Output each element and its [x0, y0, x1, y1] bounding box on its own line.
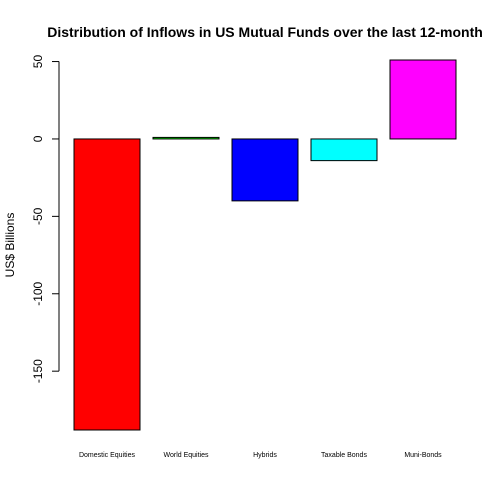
- bar-domestic-equities: [73, 138, 141, 431]
- category-label: Taxable Bonds: [321, 452, 367, 459]
- category-label: World Equities: [163, 452, 209, 459]
- bars: [73, 59, 457, 431]
- y-tick-label: 50: [31, 55, 45, 69]
- category-label: Domestic Equities: [79, 452, 136, 459]
- y-tick-label: 0: [31, 135, 45, 142]
- bar-taxable-bonds: [310, 138, 378, 162]
- bar-muni-bonds: [389, 59, 457, 140]
- y-tick-label: -100: [31, 281, 45, 305]
- chart-title: Distribution of Inflows in US Mutual Fun…: [47, 24, 483, 40]
- category-label: Hybrids: [253, 452, 277, 459]
- category-label: Muni-Bonds: [404, 452, 442, 459]
- y-axis-label: US$ Billions: [3, 213, 17, 278]
- y-tick-label: -50: [31, 207, 45, 225]
- y-axis: -150 -100 -50 0 50: [31, 55, 60, 383]
- bar-world-equities: [152, 136, 220, 140]
- bar-hybrids: [231, 138, 299, 202]
- x-axis-labels: Domestic Equities World Equities Hybrids Ta…: [79, 452, 442, 459]
- y-tick-label: -150: [31, 359, 45, 383]
